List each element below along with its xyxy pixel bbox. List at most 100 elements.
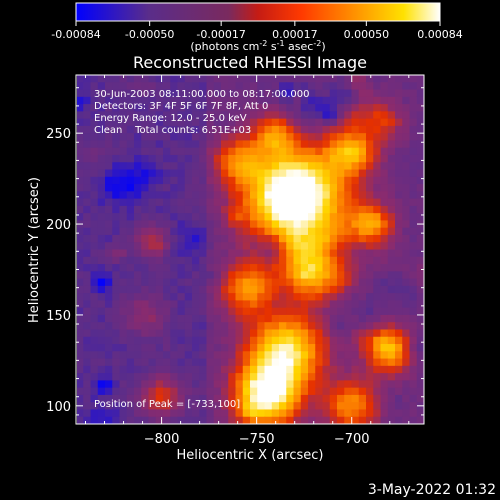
heatmap-cell [409, 285, 418, 294]
heatmap-cell [337, 140, 345, 149]
heatmap-cell [155, 176, 164, 185]
heatmap-cell [126, 402, 135, 411]
heatmap-cell [184, 380, 193, 389]
heatmap-cell [83, 344, 92, 352]
heatmap-cell [170, 416, 179, 424]
heatmap-cell [155, 162, 164, 171]
heatmap-cell [155, 205, 164, 214]
heatmap-cell [264, 140, 273, 149]
heatmap-cell [242, 358, 251, 367]
heatmap-cell [77, 169, 84, 178]
heatmap-cell [286, 198, 295, 207]
heatmap-cell [141, 140, 150, 149]
heatmap-cell [250, 416, 258, 424]
heatmap-cell [242, 125, 251, 134]
heatmap-cell [257, 416, 266, 424]
heatmap-cell [279, 351, 287, 360]
heatmap-cell [300, 365, 309, 374]
heatmap-cell [228, 140, 237, 149]
heatmap-cell [235, 314, 244, 323]
heatmap-cell [119, 125, 128, 134]
heatmap-cell [264, 227, 273, 236]
heatmap-cell [119, 336, 128, 345]
heatmap-cell [315, 394, 324, 403]
heatmap-cell [170, 205, 179, 214]
heatmap-cell [228, 154, 237, 163]
heatmap-cell [90, 285, 99, 294]
heatmap-cell [250, 125, 258, 134]
heatmap-cell [242, 118, 251, 127]
heatmap-cell [395, 96, 403, 105]
heatmap-cell [90, 387, 99, 396]
heatmap-cell [402, 118, 411, 127]
heatmap-cell [380, 409, 389, 418]
heatmap-cell [112, 104, 121, 112]
heatmap-cell [192, 75, 200, 83]
heatmap-cell [126, 140, 135, 149]
heatmap-cell [315, 111, 324, 120]
heatmap-cell [395, 300, 403, 309]
heatmap-cell [286, 380, 295, 389]
heatmap-cell [177, 285, 186, 294]
heatmap-cell [119, 322, 128, 331]
heatmap-cell [170, 322, 179, 331]
heatmap-cell [387, 344, 396, 352]
heatmap-cell [242, 184, 251, 192]
heatmap-cell [380, 351, 389, 360]
heatmap-cell [105, 198, 113, 207]
heatmap-cell [126, 394, 135, 403]
heatmap-cell [221, 264, 229, 272]
heatmap-cell [148, 169, 157, 178]
heatmap-cell [126, 104, 135, 112]
heatmap-cell [395, 234, 403, 243]
heatmap-cell [213, 344, 222, 352]
heatmap-cell [83, 154, 92, 163]
heatmap-cell [271, 387, 280, 396]
heatmap-cell [148, 256, 157, 265]
colorbar-tick-label: -0.00084 [51, 28, 100, 41]
heatmap-cell [192, 394, 200, 403]
heatmap-cell [416, 82, 424, 91]
heatmap-cell [83, 373, 92, 381]
heatmap-cell [286, 314, 295, 323]
heatmap-cell [163, 169, 171, 178]
heatmap-cell [119, 191, 128, 200]
heatmap-cell [293, 387, 302, 396]
heatmap-cell [271, 409, 280, 418]
heatmap-cell [358, 169, 367, 178]
heatmap-cell [337, 133, 345, 142]
heatmap-cell [344, 278, 353, 287]
heatmap-cell [199, 307, 208, 316]
heatmap-cell [148, 82, 157, 91]
heatmap-cell [126, 344, 135, 352]
heatmap-cell [300, 358, 309, 367]
heatmap-cell [148, 89, 157, 98]
heatmap-cell [358, 402, 367, 411]
heatmap-cell [134, 322, 142, 331]
heatmap-cell [242, 314, 251, 323]
heatmap-cell [192, 242, 200, 251]
heatmap-cell [126, 278, 135, 287]
heatmap-cell [380, 242, 389, 251]
heatmap-cell [279, 300, 287, 309]
heatmap-cell [192, 184, 200, 192]
heatmap-cell [351, 402, 360, 411]
heatmap-cell [300, 336, 309, 345]
heatmap-cell [77, 242, 84, 251]
heatmap-cell [192, 140, 200, 149]
heatmap-cell [395, 227, 403, 236]
heatmap-cell [300, 394, 309, 403]
heatmap-cell [351, 133, 360, 142]
heatmap-cell [409, 409, 418, 418]
heatmap-cell [257, 264, 266, 272]
heatmap-cell [126, 409, 135, 418]
heatmap-cell [416, 365, 424, 374]
heatmap-cell [90, 256, 99, 265]
heatmap-cell [351, 140, 360, 149]
heatmap-cell [279, 285, 287, 294]
heatmap-cell [97, 256, 106, 265]
heatmap-cell [141, 387, 150, 396]
heatmap-cell [337, 394, 345, 403]
heatmap-cell [141, 118, 150, 127]
heatmap-cell [279, 344, 287, 352]
